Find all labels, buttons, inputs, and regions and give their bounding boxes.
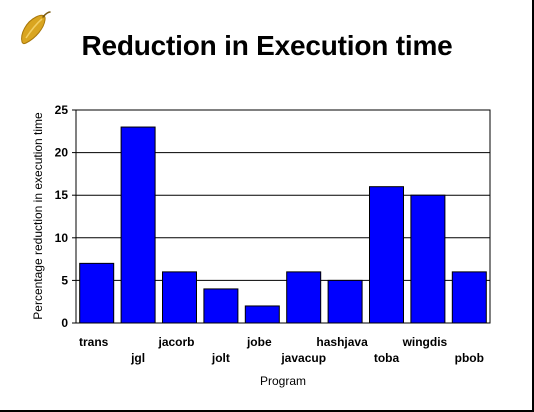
slide-title: Reduction in Execution time	[81, 30, 453, 61]
y-tick-label: 0	[61, 316, 68, 330]
x-tick-label: pbob	[455, 351, 484, 365]
x-tick-label: jobe	[246, 335, 272, 349]
y-tick-label: 10	[55, 231, 69, 245]
axes	[72, 109, 491, 324]
bar-jgl	[120, 126, 156, 324]
x-tick-label: toba	[374, 351, 400, 365]
y-tick-label: 20	[55, 146, 69, 160]
bars	[79, 126, 487, 324]
bar-javacup	[286, 271, 322, 324]
x-tick-label: javacup	[280, 351, 326, 365]
slide-border-bottom	[0, 410, 534, 412]
y-tick-labels: 0 5 10 15 20 25	[55, 103, 69, 330]
y-axis-title: Percentage reduction in execution time	[31, 112, 45, 320]
bar-jacorb	[162, 271, 197, 324]
x-axis-title: Program	[260, 374, 306, 388]
y-tick-label: 25	[55, 103, 69, 117]
y-tick-label: 15	[55, 188, 69, 202]
plot-frame	[75, 109, 491, 324]
bean-pod-icon	[21, 11, 51, 45]
y-tick-label: 5	[61, 273, 68, 287]
bar-hashjava	[327, 279, 363, 324]
x-tick-labels: trans jgl jacorb jolt jobe javacup hashjava tob…	[79, 335, 484, 365]
x-tick-label: wingdis	[402, 335, 448, 349]
bar-pbob	[451, 271, 487, 324]
bar-jobe	[244, 305, 280, 324]
x-tick-label: hashjava	[316, 335, 368, 349]
slide-border-right	[532, 0, 534, 412]
bar-jolt	[203, 288, 239, 324]
x-tick-label: jgl	[130, 351, 145, 365]
x-tick-label: jolt	[211, 351, 230, 365]
bar-toba	[369, 186, 404, 324]
bar-wingdis	[410, 194, 446, 324]
x-tick-label: jacorb	[157, 335, 194, 349]
bar-trans	[79, 262, 115, 324]
x-tick-label: trans	[79, 335, 109, 349]
